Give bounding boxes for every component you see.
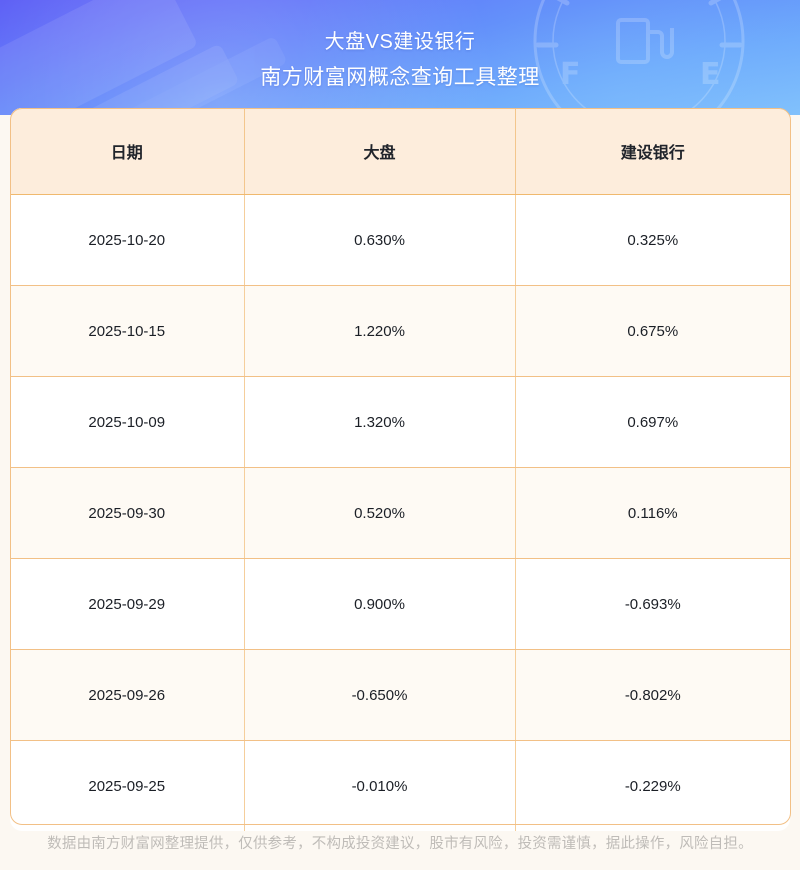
column-header-market: 大盘 bbox=[244, 108, 516, 195]
cell-stock: -0.229% bbox=[624, 777, 681, 795]
banner-glow-left bbox=[0, 0, 500, 115]
page-subtitle: 南方财富网概念查询工具整理 bbox=[260, 65, 540, 89]
banner-glow-right bbox=[300, 0, 800, 115]
cell-stock: -0.802% bbox=[515, 649, 790, 741]
cell-date: 2025-09-29 bbox=[10, 558, 245, 650]
fuel-gauge-illustration-icon: F E bbox=[514, 0, 764, 115]
table-header-row: 日期 大盘 建设银行 bbox=[10, 108, 790, 195]
column-header-stock: 建设银行 bbox=[515, 108, 790, 195]
svg-text:F: F bbox=[560, 57, 581, 92]
cell-stock: 0.325% bbox=[515, 194, 790, 286]
column-header-date: 日期 bbox=[10, 108, 245, 195]
cell-stock: -0.693% bbox=[515, 558, 790, 650]
page-title: 大盘VS建设银行 bbox=[324, 30, 476, 53]
cell-market: 1.320% bbox=[244, 376, 516, 468]
table-row: 2025-09-25 -0.010% -0.229% bbox=[10, 740, 790, 831]
cell-date: 2025-10-20 bbox=[10, 194, 245, 286]
cell-date: 2025-09-30 bbox=[10, 467, 245, 559]
banner-title-block: 大盘VS建设银行 南方财富网概念查询工具整理 bbox=[0, 0, 800, 115]
comparison-table: 日期 大盘 建设银行 2025-10-20 0.630% 0.325% 2025… bbox=[10, 108, 790, 831]
table-row: 2025-10-20 0.630% 0.325% bbox=[10, 194, 790, 286]
cell-market: 1.220% bbox=[244, 285, 516, 377]
table-row: 2025-09-30 0.520% 0.116% bbox=[10, 467, 790, 559]
table-row: 2025-10-15 1.220% 0.675% bbox=[10, 285, 790, 377]
cell-stock: 0.675% bbox=[515, 285, 790, 377]
table-row: 2025-10-09 1.320% 0.697% bbox=[10, 376, 790, 468]
cell-market: 0.520% bbox=[244, 467, 516, 559]
cell-stock: 0.116% bbox=[515, 467, 790, 559]
svg-text:E: E bbox=[700, 57, 721, 92]
data-table-card: 日期 大盘 建设银行 2025-10-20 0.630% 0.325% 2025… bbox=[10, 108, 790, 831]
page-banner: F E 大盘VS建设银行 南方财富网概念查询工具整理 bbox=[0, 0, 800, 115]
table-row: 2025-09-29 0.900% -0.693% bbox=[10, 558, 790, 650]
cell-stock: 0.697% bbox=[515, 376, 790, 468]
table-row: 2025-09-26 -0.650% -0.802% bbox=[10, 649, 790, 741]
cell-date: 2025-10-15 bbox=[10, 285, 245, 377]
cell-market: 0.900% bbox=[244, 558, 516, 650]
cell-date: 2025-09-25 bbox=[10, 740, 245, 831]
cell-date: 2025-09-26 bbox=[10, 649, 245, 741]
table-body: 2025-10-20 0.630% 0.325% 2025-10-15 1.22… bbox=[10, 194, 790, 831]
cell-market: -0.010% bbox=[244, 740, 516, 831]
cell-market: -0.650% bbox=[244, 649, 516, 741]
cell-market: 0.630% bbox=[244, 194, 516, 286]
disclaimer-text: 数据由南方财富网整理提供，仅供参考，不构成投资建议，股市有风险，投资需谨慎，据此… bbox=[47, 836, 753, 852]
cell-date: 2025-10-09 bbox=[10, 376, 245, 468]
